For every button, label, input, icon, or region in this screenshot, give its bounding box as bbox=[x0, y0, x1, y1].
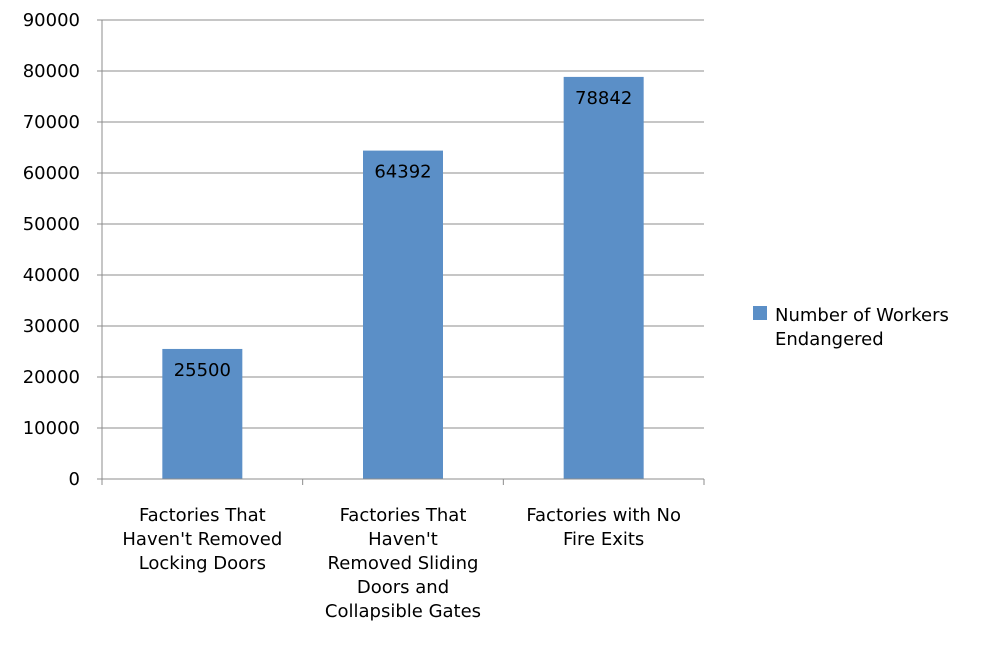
x-tick-label: Haven't bbox=[368, 529, 438, 550]
legend-label: Number of Workers bbox=[775, 305, 949, 326]
y-tick-label: 90000 bbox=[23, 10, 80, 31]
y-tick-label: 80000 bbox=[23, 61, 80, 82]
x-tick-label: Locking Doors bbox=[139, 553, 266, 574]
data-label: 25500 bbox=[174, 360, 231, 381]
data-label: 64392 bbox=[374, 162, 431, 183]
x-tick-label: Factories That bbox=[139, 505, 266, 526]
x-tick-label: Factories That bbox=[340, 505, 467, 526]
y-tick-label: 70000 bbox=[23, 112, 80, 133]
x-tick-label: Removed Sliding bbox=[328, 553, 479, 574]
y-tick-label: 30000 bbox=[23, 316, 80, 337]
data-labels: 25500 64392 78842 bbox=[174, 88, 633, 381]
bars bbox=[162, 76, 644, 480]
legend: Number of Workers Endangered bbox=[753, 305, 949, 350]
x-tick-label: Haven't Removed bbox=[122, 529, 282, 550]
y-axis-tick-labels: 0 10000 20000 30000 40000 50000 60000 70000 8000… bbox=[23, 10, 80, 490]
x-tick-label: Fire Exits bbox=[563, 529, 644, 550]
x-tick-label: Collapsible Gates bbox=[325, 601, 481, 622]
y-tick-label: 0 bbox=[69, 469, 80, 490]
x-axis-tick-labels: Factories That Haven't Removed Locking Doo… bbox=[122, 505, 681, 622]
y-tick-label: 20000 bbox=[23, 367, 80, 388]
y-tick-label: 60000 bbox=[23, 163, 80, 184]
x-tick-label: Factories with No bbox=[526, 505, 681, 526]
legend-swatch bbox=[753, 306, 767, 320]
y-tick-label: 50000 bbox=[23, 214, 80, 235]
y-tick-label: 10000 bbox=[23, 418, 80, 439]
axes bbox=[97, 19, 705, 485]
data-label: 78842 bbox=[575, 88, 632, 109]
legend-label: Endangered bbox=[775, 329, 884, 350]
bar bbox=[563, 76, 644, 480]
bar bbox=[363, 150, 443, 479]
x-tick-label: Doors and bbox=[357, 577, 449, 598]
bar bbox=[162, 348, 243, 479]
y-tick-label: 40000 bbox=[23, 265, 80, 286]
